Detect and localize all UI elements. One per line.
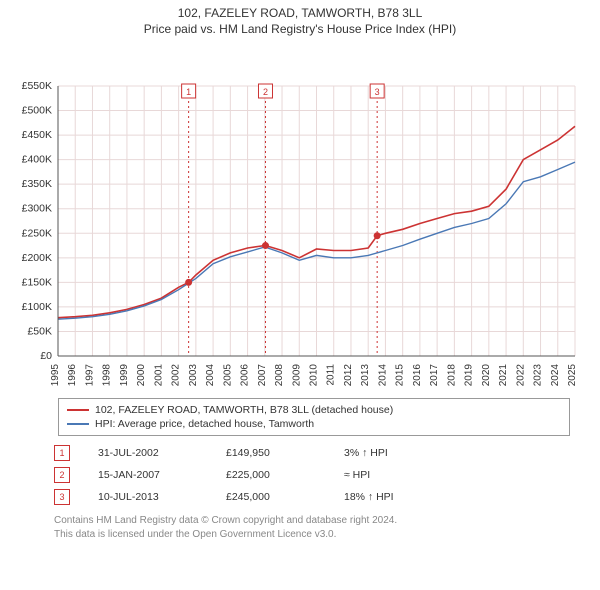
- svg-text:2016: 2016: [412, 364, 423, 387]
- transaction-marker: 3: [54, 489, 70, 505]
- transaction-diff: 3% ↑ HPI: [344, 447, 434, 459]
- svg-text:2010: 2010: [309, 364, 320, 387]
- svg-text:2022: 2022: [515, 364, 526, 387]
- svg-text:2021: 2021: [498, 364, 509, 387]
- transaction-diff: 18% ↑ HPI: [344, 491, 434, 503]
- transaction-marker: 1: [54, 445, 70, 461]
- svg-text:£150K: £150K: [22, 276, 52, 288]
- svg-text:£400K: £400K: [22, 154, 52, 166]
- title-main: 102, FAZELEY ROAD, TAMWORTH, B78 3LL: [0, 6, 600, 20]
- svg-text:2011: 2011: [326, 364, 337, 386]
- svg-text:£200K: £200K: [22, 252, 52, 264]
- svg-text:2003: 2003: [188, 364, 199, 387]
- svg-text:2015: 2015: [395, 364, 406, 387]
- svg-text:£500K: £500K: [22, 105, 52, 117]
- svg-text:1995: 1995: [50, 364, 61, 387]
- legend-label: HPI: Average price, detached house, Tamw…: [95, 418, 314, 430]
- attribution-line: Contains HM Land Registry data © Crown c…: [54, 514, 570, 528]
- svg-text:2025: 2025: [567, 364, 578, 387]
- transaction-date: 15-JAN-2007: [98, 469, 198, 481]
- transaction-row: 1 31-JUL-2002 £149,950 3% ↑ HPI: [54, 442, 570, 464]
- transaction-row: 2 15-JAN-2007 £225,000 ≈ HPI: [54, 464, 570, 486]
- svg-text:1999: 1999: [119, 364, 130, 387]
- line-chart: £0 £50K £100K £150K £200K £250K £300K £350K £400…: [0, 36, 600, 396]
- transaction-table: 1 31-JUL-2002 £149,950 3% ↑ HPI 2 15-JAN…: [54, 442, 570, 508]
- svg-text:1997: 1997: [84, 364, 95, 387]
- svg-text:2019: 2019: [464, 364, 475, 387]
- svg-text:3: 3: [375, 87, 380, 97]
- transaction-price: £225,000: [226, 469, 316, 481]
- svg-text:2020: 2020: [481, 364, 492, 387]
- svg-text:2012: 2012: [343, 364, 354, 387]
- svg-text:2002: 2002: [171, 364, 182, 387]
- transaction-date: 31-JUL-2002: [98, 447, 198, 459]
- svg-text:2006: 2006: [240, 364, 251, 387]
- svg-text:£300K: £300K: [22, 203, 52, 215]
- svg-text:2004: 2004: [205, 364, 216, 387]
- transaction-marker: 2: [54, 467, 70, 483]
- legend-swatch: [67, 409, 89, 411]
- svg-text:2017: 2017: [429, 364, 440, 387]
- svg-text:£550K: £550K: [22, 80, 52, 92]
- legend-item: 102, FAZELEY ROAD, TAMWORTH, B78 3LL (de…: [67, 403, 561, 417]
- svg-text:£50K: £50K: [27, 325, 52, 337]
- svg-text:2000: 2000: [136, 364, 147, 387]
- svg-text:1: 1: [186, 87, 191, 97]
- svg-text:2009: 2009: [291, 364, 302, 387]
- svg-text:£350K: £350K: [22, 178, 52, 190]
- title-sub: Price paid vs. HM Land Registry's House …: [0, 22, 600, 36]
- legend-label: 102, FAZELEY ROAD, TAMWORTH, B78 3LL (de…: [95, 404, 393, 416]
- legend: 102, FAZELEY ROAD, TAMWORTH, B78 3LL (de…: [58, 398, 570, 436]
- transaction-diff: ≈ HPI: [344, 469, 434, 481]
- svg-text:2013: 2013: [360, 364, 371, 387]
- svg-text:2: 2: [263, 87, 268, 97]
- transaction-date: 10-JUL-2013: [98, 491, 198, 503]
- chart-titles: 102, FAZELEY ROAD, TAMWORTH, B78 3LL Pri…: [0, 0, 600, 36]
- svg-text:£100K: £100K: [22, 301, 52, 313]
- svg-text:2007: 2007: [257, 364, 268, 387]
- legend-swatch: [67, 423, 89, 425]
- transaction-price: £245,000: [226, 491, 316, 503]
- svg-text:2024: 2024: [550, 364, 561, 387]
- transaction-price: £149,950: [226, 447, 316, 459]
- svg-text:1998: 1998: [102, 364, 113, 387]
- svg-text:2014: 2014: [377, 364, 388, 387]
- svg-text:2023: 2023: [533, 364, 544, 387]
- svg-text:2001: 2001: [153, 364, 164, 387]
- svg-text:1996: 1996: [67, 364, 78, 387]
- svg-text:£250K: £250K: [22, 227, 52, 239]
- legend-item: HPI: Average price, detached house, Tamw…: [67, 417, 561, 431]
- svg-text:£450K: £450K: [22, 129, 52, 141]
- svg-text:2005: 2005: [222, 364, 233, 387]
- svg-text:2008: 2008: [274, 364, 285, 387]
- svg-text:2018: 2018: [446, 364, 457, 387]
- chart-container: 102, FAZELEY ROAD, TAMWORTH, B78 3LL Pri…: [0, 0, 600, 541]
- svg-text:£0: £0: [40, 350, 52, 362]
- attribution: Contains HM Land Registry data © Crown c…: [54, 514, 570, 541]
- transaction-row: 3 10-JUL-2013 £245,000 18% ↑ HPI: [54, 486, 570, 508]
- attribution-line: This data is licensed under the Open Gov…: [54, 528, 570, 542]
